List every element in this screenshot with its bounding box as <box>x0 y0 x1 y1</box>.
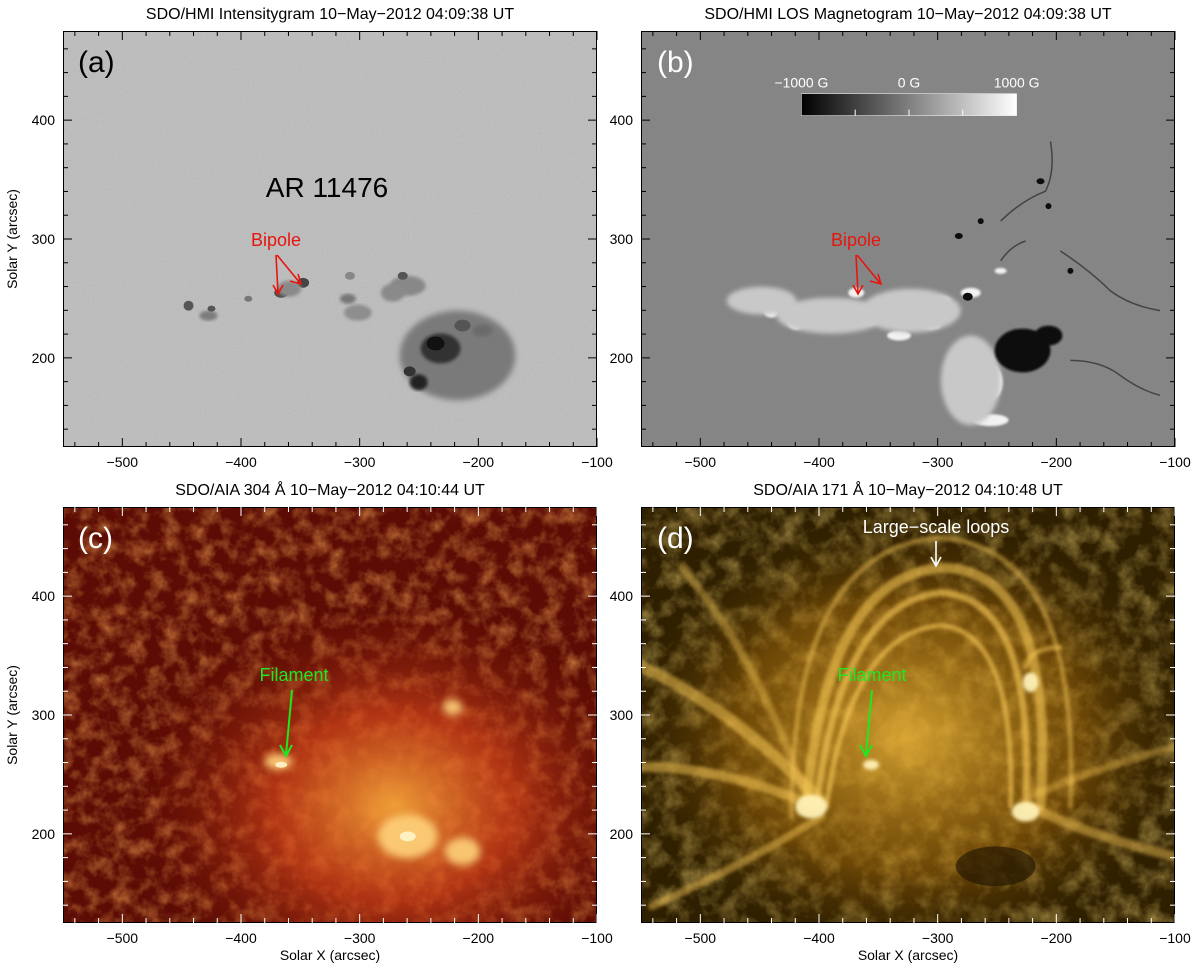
panel-a-x-tick-label: −100 <box>581 454 613 470</box>
panel-c-y-tick-label: 400 <box>32 588 56 604</box>
panel-c-x-tick-label: −100 <box>581 930 613 946</box>
colorbar-mid-label: 0 G <box>898 75 920 91</box>
panel-d-xlabel: Solar X (arcsec) <box>858 947 958 963</box>
panel-d-title: SDO/AIA 171 Å 10−May−2012 04:10:48 UT <box>753 482 1063 499</box>
panel-b-x-tick-label: −300 <box>922 454 954 470</box>
panel-b-x-tick-label: −200 <box>1041 454 1073 470</box>
panel-b-y-tick-label: 400 <box>610 112 634 128</box>
intensitygram-image <box>64 32 596 446</box>
panel-c-y-tick-label: 200 <box>32 826 56 842</box>
panel-c-title: SDO/AIA 304 Å 10−May−2012 04:10:44 UT <box>175 482 485 499</box>
panel-d-x-tick-label: −400 <box>803 930 835 946</box>
panel-a-image <box>63 31 597 447</box>
panel-c-x-tick-label: −400 <box>225 930 257 946</box>
panel-d-y-tick-label: 200 <box>610 826 634 842</box>
panel-c-ylabel: Solar Y (arcsec) <box>4 665 20 765</box>
panel-a-x-tick-label: −400 <box>225 454 257 470</box>
panel-b-y-tick-label: 200 <box>610 350 634 366</box>
panel-a-y-tick-label: 200 <box>32 350 56 366</box>
panel-d-y-tick-label: 300 <box>610 707 634 723</box>
colorbar <box>801 93 1017 116</box>
panel-d-y-tick-label: 400 <box>610 588 634 604</box>
panel-a-y-tick-label: 300 <box>32 231 56 247</box>
panel-b-x-tick-label: −500 <box>685 454 717 470</box>
panel-d-x-tick-label: −300 <box>922 930 954 946</box>
aia-171-image <box>642 508 1174 922</box>
panel-a-ylabel: Solar Y (arcsec) <box>4 189 20 289</box>
colorbar-min-label: −1000 G <box>774 75 828 91</box>
panel-c-x-tick-label: −500 <box>107 930 139 946</box>
panel-d-x-tick-label: −500 <box>685 930 717 946</box>
panel-b-x-tick-label: −400 <box>803 454 835 470</box>
negative-flux <box>954 178 1074 373</box>
panel-c-image <box>63 507 597 923</box>
magnetogram-image <box>642 32 1174 446</box>
panel-a-x-tick-label: −200 <box>463 454 495 470</box>
panel-d-x-tick-label: −200 <box>1041 930 1073 946</box>
panel-c-x-tick-label: −200 <box>463 930 495 946</box>
panel-a-title: SDO/HMI Intensitygram 10−May−2012 04:09:… <box>145 6 515 23</box>
panel-a-x-tick-label: −500 <box>107 454 139 470</box>
panel-c-y-tick-label: 300 <box>32 707 56 723</box>
panel-b-image: −1000 G 0 G 1000 G <box>641 31 1175 447</box>
sunspot-group <box>183 271 516 401</box>
panel-c-x-tick-label: −300 <box>344 930 376 946</box>
panel-a-x-tick-label: −300 <box>344 454 376 470</box>
panel-b-x-tick-label: −100 <box>1159 454 1191 470</box>
panel-c-xlabel: Solar X (arcsec) <box>280 947 380 963</box>
panel-d-x-tick-label: −100 <box>1159 930 1191 946</box>
aia-304-image <box>64 508 596 922</box>
panel-a-y-tick-label: 400 <box>32 112 56 128</box>
coronal-loops <box>642 535 1174 911</box>
colorbar-max-label: 1000 G <box>994 75 1040 91</box>
panel-d-image <box>641 507 1175 923</box>
panel-b-y-tick-label: 300 <box>610 231 634 247</box>
panel-b-title: SDO/HMI LOS Magnetogram 10−May−2012 04:0… <box>704 6 1112 23</box>
